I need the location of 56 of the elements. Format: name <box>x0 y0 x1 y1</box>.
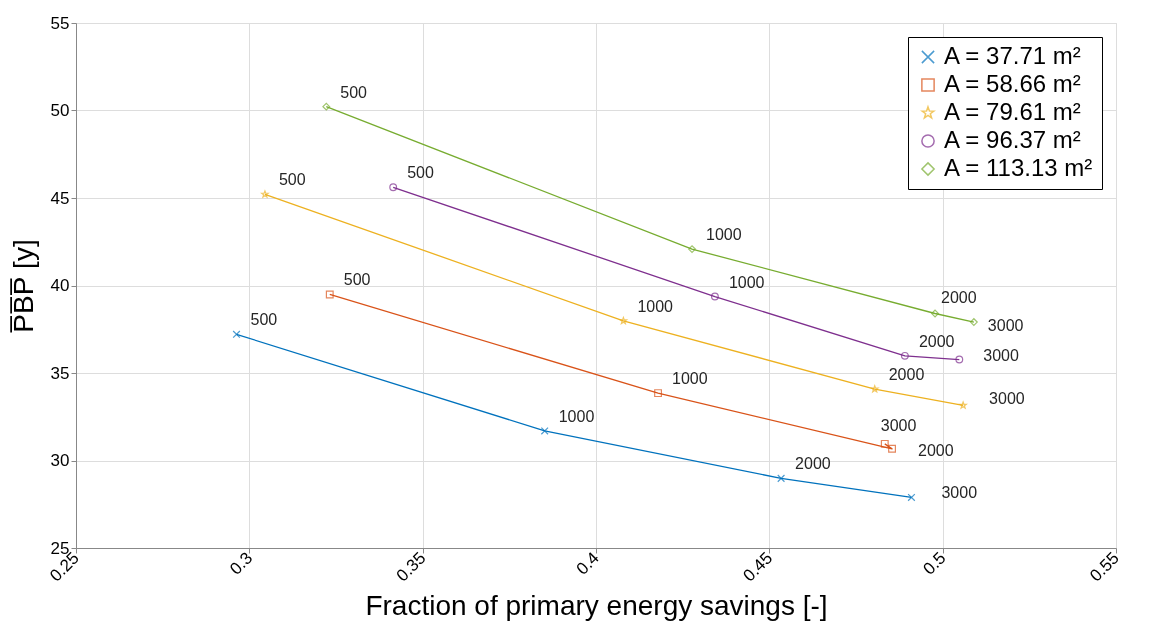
point <box>232 330 241 339</box>
annotation: 3000 <box>941 484 978 502</box>
point <box>710 292 719 301</box>
legend-label: A = 79.61 m² <box>944 98 1081 125</box>
annotation: 1000 <box>558 407 595 425</box>
point <box>322 102 331 111</box>
x-tick-label: 0.4 <box>572 548 603 579</box>
annotation: 2000 <box>918 441 954 459</box>
annotation: 2000 <box>941 288 977 306</box>
point <box>540 426 549 435</box>
point <box>931 309 939 318</box>
annotation: 500 <box>407 164 434 182</box>
annotation: 500 <box>340 83 368 101</box>
point <box>688 245 696 254</box>
x-tick-label: 0.3 <box>226 548 257 579</box>
legend-label: A = 58.66 m² <box>944 70 1081 97</box>
point <box>619 316 628 325</box>
point <box>777 474 786 483</box>
y-tick-label: 55 <box>50 13 70 33</box>
annotation: 500 <box>343 271 371 289</box>
annotation: 500 <box>250 311 278 329</box>
x-tick-label: 0.5 <box>919 548 950 579</box>
annotation: 2000 <box>795 455 831 473</box>
legend-label: A = 113.13 m² <box>944 154 1093 181</box>
y-tick-label: 30 <box>50 451 70 470</box>
point <box>880 439 889 448</box>
y-tick-label: 50 <box>50 101 70 120</box>
point <box>261 190 269 198</box>
annotation: 500 <box>278 171 306 189</box>
annotation: 2000 <box>888 366 925 384</box>
annotation: 1000 <box>706 226 742 244</box>
point <box>888 444 897 453</box>
y-tick-label: 40 <box>50 276 70 295</box>
legend-label: A = 96.37 m² <box>944 126 1081 153</box>
legend-label: A = 37.71 m² <box>944 42 1081 69</box>
point <box>955 355 964 364</box>
point <box>969 318 978 327</box>
point <box>959 401 967 409</box>
annotation: 1000 <box>637 297 674 315</box>
y-axis-title: P̅B̅P̅ [y] <box>7 239 39 334</box>
annotation: 3000 <box>983 346 1019 364</box>
annotation: 2000 <box>918 332 955 350</box>
annotation: 1000 <box>728 273 765 291</box>
point <box>900 351 909 360</box>
y-tick-label: 45 <box>50 188 70 208</box>
point <box>654 389 663 398</box>
annotation: 3000 <box>989 390 1025 408</box>
annotation: 3000 <box>880 416 917 434</box>
point <box>907 493 916 502</box>
point <box>389 183 398 192</box>
annotation: 1000 <box>672 370 708 388</box>
x-axis-title: Fraction of primary energy savings [-] <box>365 589 828 621</box>
y-tick-label: 35 <box>50 363 70 383</box>
point <box>325 290 334 299</box>
point <box>870 385 879 393</box>
annotation: 3000 <box>987 317 1024 335</box>
